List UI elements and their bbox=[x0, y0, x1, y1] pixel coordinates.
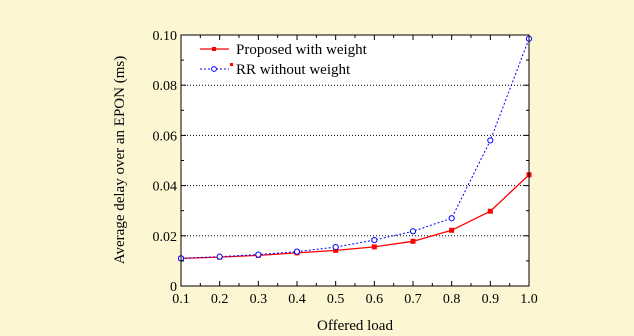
data-point-rr bbox=[255, 251, 262, 258]
y-tick-label: 0.06 bbox=[153, 129, 178, 144]
plot-area bbox=[181, 35, 529, 286]
data-point-rr bbox=[293, 248, 301, 255]
data-point-proposed bbox=[333, 247, 339, 253]
y-tick-label: 0.10 bbox=[153, 29, 178, 44]
x-tick-label: 1.0 bbox=[520, 292, 538, 307]
data-point-rr bbox=[332, 243, 339, 251]
x-tick-label: 0.4 bbox=[288, 292, 306, 307]
data-point-proposed bbox=[371, 244, 377, 250]
y-axis-title: Average delay over an EPON (ms) bbox=[112, 56, 128, 264]
axis-ticks: 0 0.02 0.04 0.06 0.08 0.10 0.1 0.2 0.3 0.4 0.5 0.6 0… bbox=[153, 29, 538, 307]
y-tick-label: 0 bbox=[170, 280, 177, 295]
data-point-rr bbox=[216, 253, 223, 260]
data-point-rr bbox=[409, 228, 417, 235]
data-point-rr bbox=[371, 236, 378, 244]
x-tick-label: 0.9 bbox=[482, 292, 500, 307]
y-tick-label: 0.02 bbox=[153, 230, 178, 245]
x-axis-title: Offered load bbox=[317, 318, 393, 334]
data-point-proposed bbox=[487, 208, 493, 214]
x-tick-label: 0.3 bbox=[250, 292, 268, 307]
x-tick-label: 0.8 bbox=[443, 292, 461, 307]
legend-marker-rr bbox=[211, 66, 217, 72]
legend-marker-extra bbox=[230, 63, 233, 66]
legend: Proposed with weight RR without weight bbox=[200, 42, 368, 78]
data-point-proposed bbox=[449, 227, 455, 233]
x-tick-label: 0.2 bbox=[211, 292, 229, 307]
x-tick-label: 0.1 bbox=[172, 292, 190, 307]
x-tick-label: 0.5 bbox=[327, 292, 345, 307]
x-tick-label: 0.7 bbox=[404, 292, 422, 307]
y-tick-label: 0.04 bbox=[153, 180, 178, 195]
legend-label-rr: RR without weight bbox=[236, 62, 351, 78]
data-point-rr bbox=[487, 137, 494, 144]
data-point-proposed bbox=[410, 238, 416, 244]
legend-label-proposed: Proposed with weight bbox=[236, 42, 368, 58]
series-line-proposed bbox=[180, 174, 530, 260]
y-tick-label: 0.08 bbox=[153, 79, 178, 94]
data-point-rr bbox=[448, 215, 455, 222]
legend-marker-proposed bbox=[212, 47, 216, 51]
x-tick-label: 0.6 bbox=[366, 292, 384, 307]
